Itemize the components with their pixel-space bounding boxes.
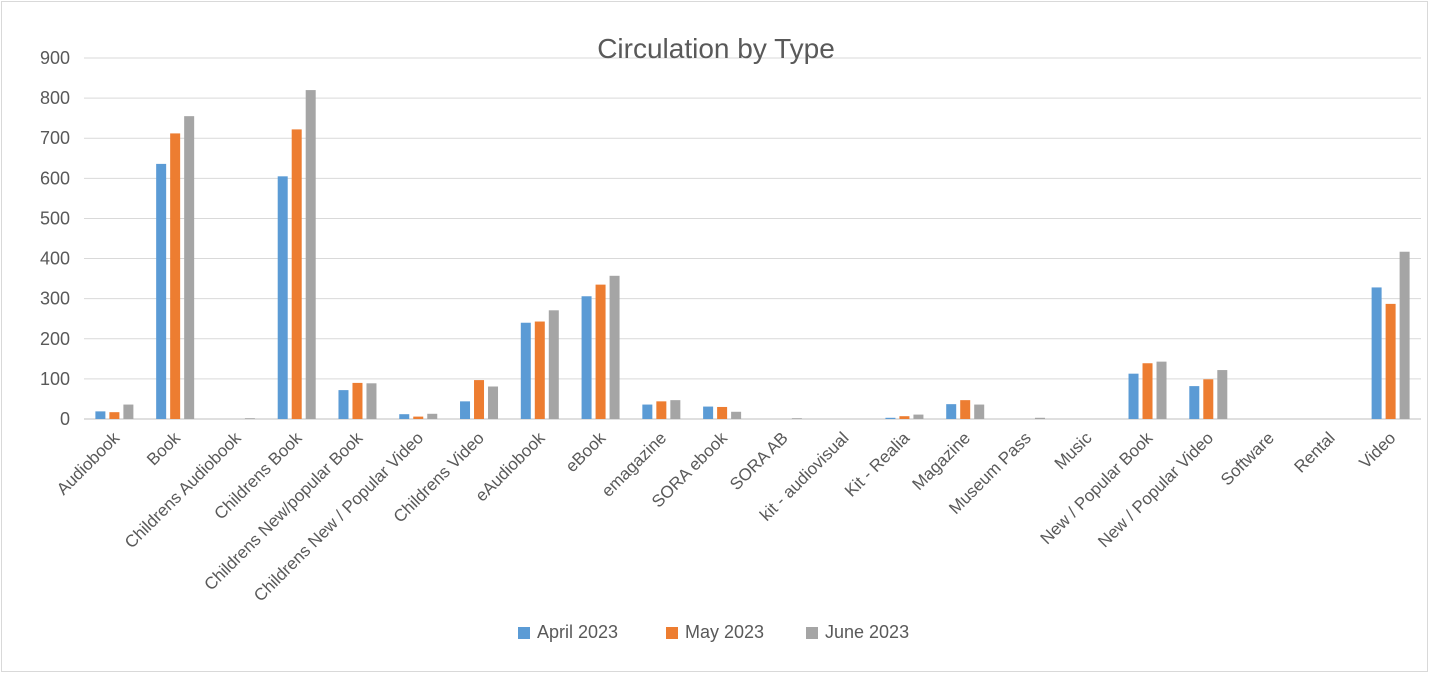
- bar: [520, 322, 531, 419]
- legend-swatch: [518, 627, 530, 639]
- bar: [460, 401, 471, 419]
- x-tick-label: eBook: [562, 428, 610, 476]
- y-tick-label: 800: [40, 88, 70, 108]
- bar: [1156, 361, 1167, 419]
- x-tick-label: Magazine: [908, 428, 974, 494]
- y-tick-label: 600: [40, 168, 70, 188]
- bar: [899, 416, 910, 419]
- x-tick-label: New / Popular Video: [1094, 428, 1217, 551]
- x-tick-label: Video: [1355, 428, 1399, 472]
- bar: [338, 390, 349, 419]
- legend-label: May 2023: [685, 622, 764, 642]
- bar: [474, 380, 485, 419]
- y-tick-label: 500: [40, 208, 70, 228]
- bars: [95, 90, 1410, 420]
- bar: [95, 411, 106, 419]
- bar: [717, 406, 728, 419]
- x-tick-label: Software: [1217, 428, 1278, 489]
- bar: [305, 90, 316, 419]
- bar: [1399, 251, 1410, 419]
- legend-label: June 2023: [825, 622, 909, 642]
- bar: [156, 163, 167, 419]
- y-tick-label: 100: [40, 369, 70, 389]
- bar: [399, 414, 410, 419]
- bar: [548, 310, 559, 419]
- x-tick-label: New / Popular Book: [1037, 428, 1157, 548]
- bar: [609, 275, 620, 419]
- bar: [1217, 370, 1228, 419]
- bar: [946, 404, 957, 419]
- bar: [595, 284, 606, 419]
- bar: [960, 400, 971, 419]
- bar: [170, 133, 181, 420]
- bar: [1128, 373, 1139, 419]
- y-tick-label: 900: [40, 48, 70, 68]
- legend: April 2023 May 2023 June 2023: [518, 622, 909, 642]
- x-tick-label: Kit - Realia: [841, 428, 914, 501]
- y-tick-label: 400: [40, 249, 70, 269]
- legend-swatch: [666, 627, 678, 639]
- legend-label: April 2023: [537, 622, 618, 642]
- y-tick-label: 200: [40, 329, 70, 349]
- bar: [123, 404, 134, 419]
- x-tick-label: Music: [1051, 428, 1096, 473]
- chart-title: Circulation by Type: [597, 33, 835, 64]
- bar: [913, 414, 924, 419]
- x-tick-label: Childrens Audiobook: [121, 428, 245, 552]
- legend-swatch: [806, 627, 818, 639]
- bar: [277, 176, 288, 419]
- bar: [109, 412, 120, 419]
- x-tick-label: Audiobook: [53, 428, 124, 499]
- bar: [427, 413, 438, 419]
- bar: [581, 296, 592, 419]
- bar: [731, 411, 742, 419]
- bar: [642, 404, 653, 419]
- y-tick-label: 700: [40, 128, 70, 148]
- y-axis-tick-labels: 0 100 200 300 400 500 600 700 800 900: [40, 48, 70, 429]
- bar: [413, 416, 424, 419]
- bar: [703, 406, 714, 419]
- bar: [366, 383, 377, 419]
- y-tick-label: 0: [60, 409, 70, 429]
- x-tick-label: Book: [143, 428, 184, 469]
- bar: [244, 418, 255, 419]
- bar: [656, 401, 667, 419]
- bar: [291, 129, 302, 420]
- bar: [1385, 303, 1396, 419]
- bar: [1189, 386, 1200, 419]
- bar: [791, 418, 802, 419]
- bar: [534, 321, 545, 419]
- bar: [352, 382, 363, 419]
- x-tick-label: SORA AB: [726, 428, 792, 494]
- y-tick-label: 300: [40, 289, 70, 309]
- bar: [488, 386, 499, 419]
- bar: [1203, 379, 1214, 419]
- bar: [184, 116, 195, 420]
- bar: [1371, 287, 1382, 419]
- bar: [1034, 417, 1045, 419]
- bar: [974, 404, 985, 419]
- bar: [1142, 363, 1153, 419]
- bar: [670, 400, 681, 419]
- bar: [885, 417, 896, 419]
- x-tick-label: Rental: [1290, 428, 1338, 476]
